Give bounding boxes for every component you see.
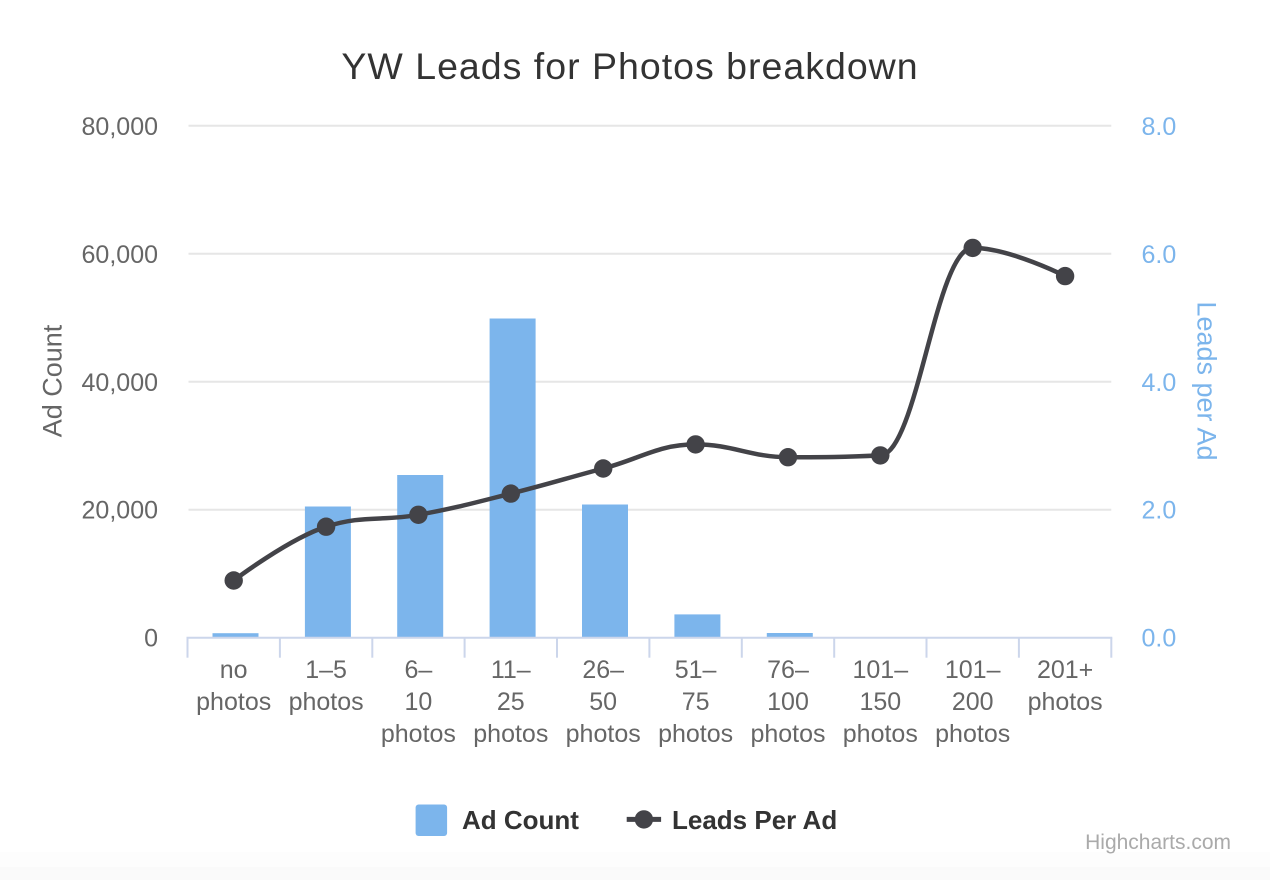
svg-text:photos: photos [935,720,1010,748]
svg-text:photos: photos [1028,688,1103,716]
svg-text:photos: photos [289,688,364,716]
svg-text:0.0: 0.0 [1142,625,1177,653]
svg-text:8.0: 8.0 [1142,113,1177,141]
svg-text:201+: 201+ [1037,656,1093,684]
svg-text:no: no [220,656,248,684]
svg-text:26–: 26– [582,656,624,684]
svg-text:10: 10 [404,688,432,716]
svg-text:photos: photos [750,720,825,748]
svg-text:Leads per Ad: Leads per Ad [1192,301,1222,460]
svg-text:20,000: 20,000 [82,497,158,525]
svg-text:photos: photos [566,720,641,748]
svg-text:150: 150 [859,688,901,716]
svg-text:6.0: 6.0 [1142,241,1177,269]
svg-text:4.0: 4.0 [1142,369,1177,397]
svg-text:101–: 101– [945,656,1001,684]
svg-text:photos: photos [843,720,918,748]
svg-text:photos: photos [381,720,456,748]
svg-text:50: 50 [589,688,617,716]
svg-text:Leads Per Ad: Leads Per Ad [672,805,837,835]
svg-text:Ad Count: Ad Count [38,324,68,437]
svg-text:Ad Count: Ad Count [462,805,579,835]
svg-text:photos: photos [658,720,733,748]
svg-text:76–: 76– [767,656,809,684]
svg-text:60,000: 60,000 [82,241,158,269]
svg-text:Highcharts.com: Highcharts.com [1085,831,1231,854]
svg-text:YW Leads for Photos breakdown: YW Leads for Photos breakdown [341,45,918,87]
svg-text:6–: 6– [404,656,432,684]
svg-text:photos: photos [196,688,271,716]
svg-text:101–: 101– [852,656,908,684]
svg-text:51–: 51– [675,656,717,684]
svg-text:1–5: 1–5 [305,656,347,684]
svg-text:100: 100 [767,688,809,716]
svg-text:photos: photos [473,720,548,748]
svg-text:200: 200 [952,688,994,716]
svg-text:2.0: 2.0 [1142,497,1177,525]
svg-text:11–: 11– [491,656,531,684]
svg-text:25: 25 [497,688,525,716]
svg-text:80,000: 80,000 [82,113,158,141]
svg-text:75: 75 [682,688,710,716]
svg-text:0: 0 [144,625,158,653]
svg-text:40,000: 40,000 [82,369,158,397]
